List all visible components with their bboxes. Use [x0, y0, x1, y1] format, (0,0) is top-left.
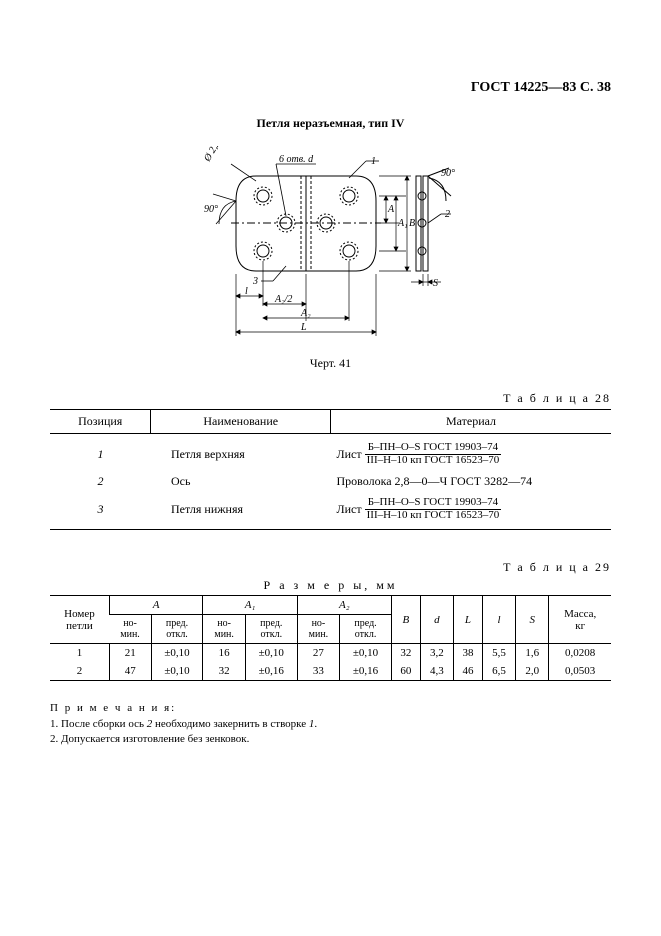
dim-S: S — [433, 278, 438, 289]
t28-material: ЛистБ–ПН–О–S ГОСТ 19903–74III–Н–10 кп ГО… — [330, 493, 611, 530]
table-row: 3Петля нижняяЛистБ–ПН–О–S ГОСТ 19903–74I… — [50, 493, 611, 530]
t29-cell: 46 — [454, 662, 483, 681]
table-row: 1Петля верхняяЛистБ–ПН–О–S ГОСТ 19903–74… — [50, 434, 611, 471]
label-6otb: 6 отв. d — [279, 154, 314, 165]
t29-cell: 5,5 — [482, 644, 515, 663]
note-2: 2. Допускается изготовление без зенковок… — [50, 733, 249, 745]
t29-h-A2: A₂ — [297, 596, 391, 615]
t29-h-B: B — [391, 596, 420, 644]
t29-h-mass: Масса, кг — [549, 596, 611, 644]
t29-cell: ±0,10 — [340, 644, 392, 663]
t28-material: Проволока 2,8—0—Ч ГОСТ 3282—74 — [330, 470, 611, 493]
t28-h-mat: Материал — [330, 410, 611, 434]
dim-B: B — [409, 218, 415, 229]
t29-cell: ±0,16 — [340, 662, 392, 681]
t29-h-A1t: пред. откл. — [245, 615, 297, 644]
t29-h-A1: A₁ — [203, 596, 297, 615]
t29-h-A2t: пред. откл. — [340, 615, 392, 644]
dim-l: l — [245, 286, 248, 297]
t29-cell: 4,3 — [420, 662, 453, 681]
t29-cell: 27 — [297, 644, 340, 663]
t29-cell: 38 — [454, 644, 483, 663]
callout-1: 1 — [371, 156, 376, 167]
t29-cell: 33 — [297, 662, 340, 681]
label-90l: 90° — [204, 204, 218, 215]
table-row: 247±0,1032±0,1633±0,16604,3466,52,00,050… — [50, 662, 611, 681]
table-29: Номер петли A A₁ A₂ B d L l S Масса, кг … — [50, 595, 611, 681]
t28-pos: 2 — [50, 470, 151, 493]
t29-cell: 21 — [109, 644, 151, 663]
table-28: Позиция Наименование Материал 1Петля вер… — [50, 409, 611, 530]
dim-a2-2: A₂/2 — [274, 294, 292, 305]
table29-label: Т а б л и ц а 29 — [50, 560, 611, 575]
table29-dimtitle: Р а з м е р ы, мм — [50, 578, 611, 593]
t29-cell: 1 — [50, 644, 109, 663]
t29-cell: 47 — [109, 662, 151, 681]
notes-title: П р и м е ч а н и я: — [50, 702, 176, 714]
note-1: 1. После сборки ось 2 необходимо закерни… — [50, 718, 317, 730]
t28-h-pos: Позиция — [50, 410, 151, 434]
t29-h-L: L — [454, 596, 483, 644]
label-90r: 90° — [441, 168, 455, 179]
page-header: ГОСТ 14225—83 С. 38 — [50, 80, 611, 96]
hinge-diagram: 6 отв. d Ø 2,2 90° 90° 1 2 3 l A₂/2 A₂ L… — [201, 146, 461, 346]
t29-cell: ±0,10 — [151, 662, 203, 681]
t29-h-num: Номер петли — [50, 596, 109, 644]
t29-cell: 3,2 — [420, 644, 453, 663]
t29-h-A1n: но- мин. — [203, 615, 246, 644]
label-phi: Ø 2,2 — [201, 146, 222, 164]
t29-cell: 0,0208 — [549, 644, 611, 663]
t29-h-d: d — [420, 596, 453, 644]
callout-2: 2 — [445, 209, 450, 220]
table28-label: Т а б л и ц а 28 — [50, 391, 611, 406]
t29-h-At: пред. откл. — [151, 615, 203, 644]
t28-material: ЛистБ–ПН–О–S ГОСТ 19903–74III–Н–10 кп ГО… — [330, 434, 611, 471]
t29-cell: 16 — [203, 644, 246, 663]
t29-cell: ±0,16 — [245, 662, 297, 681]
notes-block: П р и м е ч а н и я: 1. После сборки ось… — [50, 701, 611, 747]
page: ГОСТ 14225—83 С. 38 Петля неразъемная, т… — [0, 0, 661, 936]
t29-h-A2n: но- мин. — [297, 615, 340, 644]
t29-cell: 6,5 — [482, 662, 515, 681]
callout-3: 3 — [252, 276, 258, 287]
t28-pos: 1 — [50, 434, 151, 471]
t29-h-S: S — [516, 596, 549, 644]
table-row: 121±0,1016±0,1027±0,10323,2385,51,60,020… — [50, 644, 611, 663]
t28-name: Петля верхняя — [151, 434, 331, 471]
table-row: 2ОсьПроволока 2,8—0—Ч ГОСТ 3282—74 — [50, 470, 611, 493]
dim-a2: A₂ — [300, 308, 311, 319]
t29-cell: 2,0 — [516, 662, 549, 681]
dim-A: A — [387, 204, 395, 215]
t29-cell: 1,6 — [516, 644, 549, 663]
t28-name: Ось — [151, 470, 331, 493]
figure-caption: Черт. 41 — [50, 356, 611, 371]
t29-cell: ±0,10 — [151, 644, 203, 663]
t29-cell: 2 — [50, 662, 109, 681]
t29-cell: 60 — [391, 662, 420, 681]
t29-h-An: но- мин. — [109, 615, 151, 644]
t29-cell: 0,0503 — [549, 662, 611, 681]
t28-name: Петля нижняя — [151, 493, 331, 530]
t29-h-A: A — [109, 596, 202, 615]
dim-A1: A₁ — [397, 218, 408, 229]
t28-pos: 3 — [50, 493, 151, 530]
t29-cell: 32 — [203, 662, 246, 681]
t29-cell: ±0,10 — [245, 644, 297, 663]
t29-h-l: l — [482, 596, 515, 644]
dim-L: L — [300, 322, 307, 333]
t28-h-name: Наименование — [151, 410, 331, 434]
t29-cell: 32 — [391, 644, 420, 663]
figure-title: Петля неразъемная, тип IV — [50, 116, 611, 131]
